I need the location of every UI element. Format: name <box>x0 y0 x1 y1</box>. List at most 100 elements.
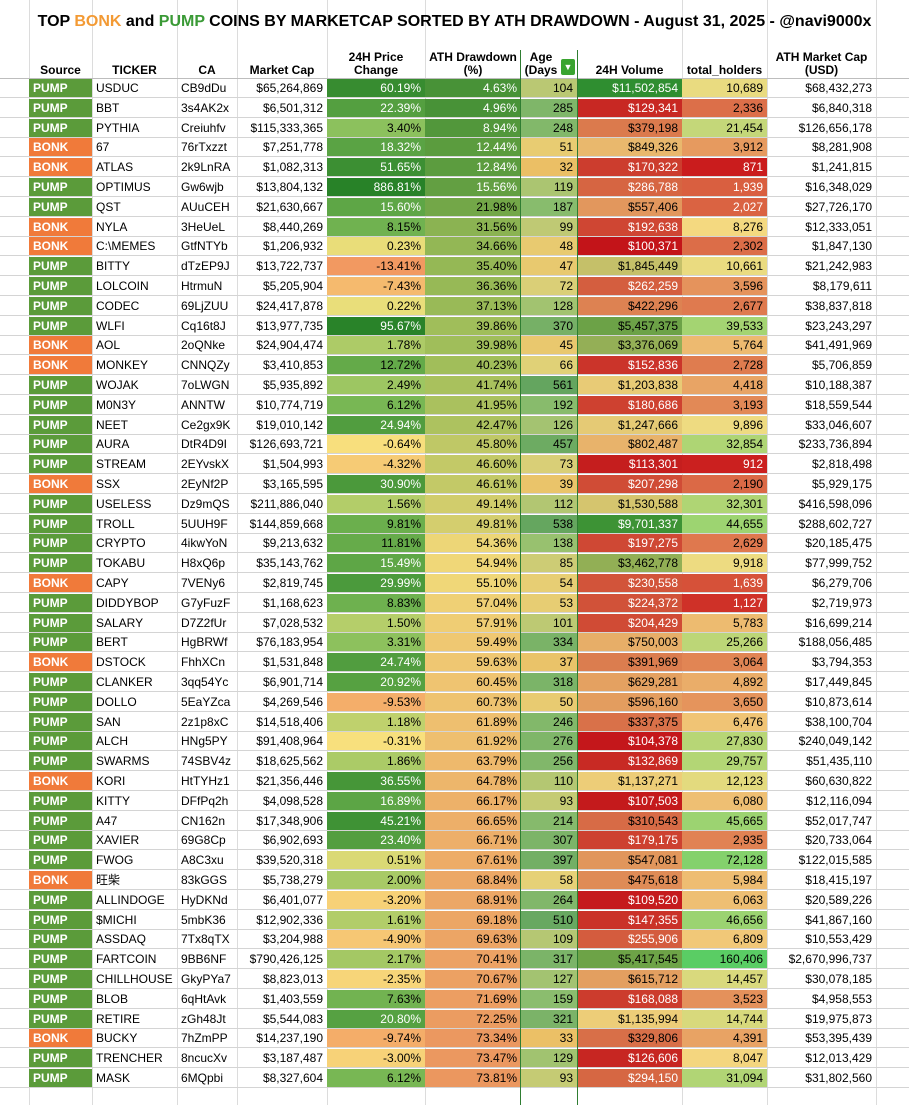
cell-ticker[interactable]: LOLCOIN <box>96 279 149 293</box>
cell-market-cap[interactable]: $3,204,988 <box>262 932 323 947</box>
cell-market-cap[interactable]: $5,935,892 <box>262 378 323 392</box>
cell-ticker[interactable]: CHILLHOUSE <box>96 972 173 986</box>
cell-price-change[interactable]: 6.12% <box>327 395 425 414</box>
cell-ath-drawdown[interactable]: 73.47% <box>425 1049 521 1068</box>
table-row[interactable]: PUMP STREAM 2EYvskX $1,504,993 -4.32% 46.60% 7… <box>0 455 909 475</box>
cell-holders[interactable]: 4,892 <box>682 673 767 691</box>
cell-source[interactable]: PUMP <box>29 633 92 652</box>
cell-ticker[interactable]: KORI <box>96 774 126 788</box>
cell-price-change[interactable]: 2.49% <box>327 376 425 394</box>
cell-ath-mcap[interactable]: $188,056,485 <box>798 635 872 650</box>
cell-ca[interactable]: D7Z2fUr <box>181 615 227 630</box>
cell-price-change[interactable]: -9.74% <box>327 1029 425 1048</box>
cell-ticker[interactable]: MONKEY <box>96 358 149 373</box>
cell-volume[interactable]: $3,376,069 <box>577 336 682 355</box>
cell-ca[interactable]: 5UUH9F <box>181 516 228 531</box>
cell-holders[interactable]: 6,809 <box>682 930 767 949</box>
cell-ca[interactable]: 6MQpbi <box>181 1071 224 1085</box>
cell-ticker[interactable]: NEET <box>96 417 129 432</box>
cell-ath-drawdown[interactable]: 63.79% <box>425 752 521 771</box>
cell-market-cap[interactable]: $6,401,077 <box>262 892 323 907</box>
cell-source[interactable]: PUMP <box>29 395 92 414</box>
table-row[interactable]: PUMP A47 CN162n $17,348,906 45.21% 66.65% 214 $… <box>0 811 909 831</box>
cell-price-change[interactable]: 51.65% <box>327 158 425 177</box>
cell-ticker[interactable]: SSX <box>96 477 121 491</box>
cell-ath-mcap[interactable]: $4,958,553 <box>811 991 872 1006</box>
cell-ticker[interactable]: SWARMS <box>96 754 150 769</box>
cell-age[interactable]: 126 <box>521 415 577 434</box>
cell-price-change[interactable]: 0.51% <box>327 851 425 870</box>
cell-market-cap[interactable]: $24,417,878 <box>256 298 323 313</box>
table-row[interactable]: PUMP XAVIER 69G8Cp $6,902,693 23.40% 66.71% 30… <box>0 831 909 851</box>
cell-ticker[interactable]: XAVIER <box>96 833 140 848</box>
cell-ticker[interactable]: DIDDYBOP <box>96 595 159 610</box>
cell-volume[interactable]: $422,296 <box>577 296 682 315</box>
cell-holders[interactable]: 2,336 <box>682 98 767 117</box>
cell-ca[interactable]: 4ikwYoN <box>181 536 228 551</box>
cell-ticker[interactable]: DOLLO <box>96 694 137 709</box>
cell-ca[interactable]: dTzEP9J <box>181 259 230 274</box>
cell-ath-mcap[interactable]: $41,491,969 <box>805 338 872 353</box>
cell-price-change[interactable]: 1.78% <box>327 336 425 355</box>
cell-ath-mcap[interactable]: $38,100,704 <box>805 714 872 729</box>
cell-price-change[interactable]: 30.90% <box>327 475 425 493</box>
cell-holders[interactable]: 912 <box>682 455 767 474</box>
cell-ath-mcap[interactable]: $2,719,973 <box>811 595 872 610</box>
cell-ath-mcap[interactable]: $5,929,175 <box>811 477 872 491</box>
cell-ticker[interactable]: NYLA <box>96 219 128 234</box>
header-source[interactable]: Source <box>40 63 81 77</box>
cell-source[interactable]: PUMP <box>29 455 92 474</box>
cell-market-cap[interactable]: $3,187,487 <box>262 1051 323 1066</box>
cell-holders[interactable]: 46,656 <box>682 910 767 929</box>
cell-age[interactable]: 110 <box>521 772 577 790</box>
cell-ca[interactable]: CN162n <box>181 813 226 828</box>
cell-ticker[interactable]: SAN <box>96 714 121 729</box>
cell-market-cap[interactable]: $24,904,474 <box>256 338 323 353</box>
cell-ath-mcap[interactable]: $17,449,845 <box>805 675 872 689</box>
cell-volume[interactable]: $107,503 <box>577 791 682 810</box>
table-row[interactable]: BONK ATLAS 2k9LnRA $1,082,313 51.65% 12.84% 32… <box>0 158 909 178</box>
cell-price-change[interactable]: 12.72% <box>327 356 425 375</box>
cell-market-cap[interactable]: $5,544,083 <box>262 1011 323 1026</box>
cell-market-cap[interactable]: $3,165,595 <box>262 477 323 491</box>
cell-market-cap[interactable]: $13,804,132 <box>256 180 323 194</box>
cell-ca[interactable]: 74SBV4z <box>181 754 232 769</box>
cell-ticker[interactable]: TROLL <box>96 516 135 531</box>
cell-volume[interactable]: $204,429 <box>577 613 682 632</box>
cell-volume[interactable]: $230,558 <box>577 574 682 592</box>
cell-market-cap[interactable]: $9,213,632 <box>262 536 323 551</box>
cell-ca[interactable]: 5mbK36 <box>181 912 226 927</box>
cell-source[interactable]: PUMP <box>29 1049 92 1068</box>
cell-volume[interactable]: $129,341 <box>577 98 682 117</box>
cell-source[interactable]: PUMP <box>29 930 92 949</box>
cell-holders[interactable]: 2,629 <box>682 534 767 553</box>
cell-volume[interactable]: $629,281 <box>577 673 682 691</box>
cell-holders[interactable]: 6,063 <box>682 890 767 909</box>
table-row[interactable]: PUMP RETIRE zGh48Jt $5,544,083 20.80% 72.25% 3… <box>0 1009 909 1029</box>
cell-volume[interactable]: $547,081 <box>577 851 682 870</box>
cell-ca[interactable]: DFfPq2h <box>181 793 229 808</box>
cell-ath-drawdown[interactable]: 73.34% <box>425 1029 521 1048</box>
cell-price-change[interactable]: -9.53% <box>327 692 425 711</box>
cell-source[interactable]: PUMP <box>29 1009 92 1028</box>
cell-ticker[interactable]: MASK <box>96 1071 131 1085</box>
cell-ath-drawdown[interactable]: 57.04% <box>425 593 521 612</box>
cell-holders[interactable]: 10,661 <box>682 257 767 276</box>
cell-age[interactable]: 119 <box>521 178 577 196</box>
cell-ticker[interactable]: C:\MEMES <box>96 239 156 254</box>
cell-price-change[interactable]: 24.94% <box>327 415 425 434</box>
cell-ath-drawdown[interactable]: 70.41% <box>425 950 521 969</box>
cell-market-cap[interactable]: $4,098,528 <box>262 793 323 808</box>
cell-ticker[interactable]: ASSDAQ <box>96 932 147 947</box>
header-ca[interactable]: CA <box>198 63 216 77</box>
cell-ca[interactable]: CNNQZy <box>181 358 230 373</box>
table-row[interactable]: PUMP OPTIMUS Gw6wjb $13,804,132 886.81% 15.56… <box>0 178 909 197</box>
cell-holders[interactable]: 4,391 <box>682 1029 767 1048</box>
cell-holders[interactable]: 29,757 <box>682 752 767 771</box>
cell-volume[interactable]: $557,406 <box>577 197 682 216</box>
cell-ticker[interactable]: A47 <box>96 813 118 828</box>
cell-market-cap[interactable]: $1,082,313 <box>262 160 323 175</box>
cell-ath-mcap[interactable]: $19,975,873 <box>805 1011 872 1026</box>
table-row[interactable]: PUMP TOKABU H8xQ6p $35,143,762 15.49% 54.94% 8… <box>0 554 909 574</box>
cell-ca[interactable]: ANNTW <box>181 397 225 412</box>
